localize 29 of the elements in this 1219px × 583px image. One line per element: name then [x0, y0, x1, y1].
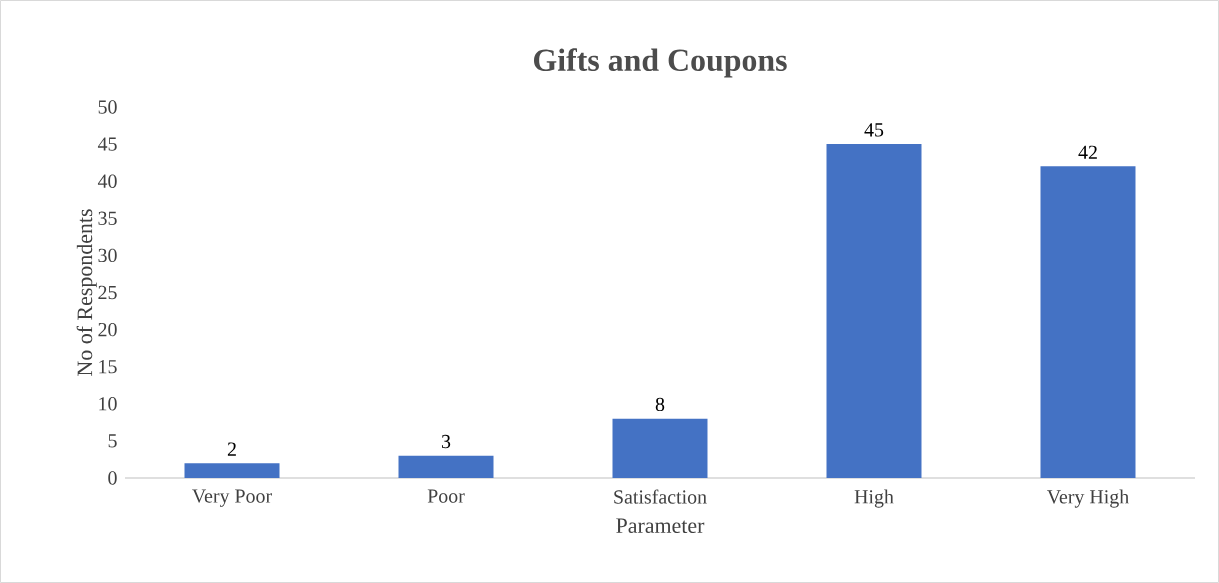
x-tick-label: Poor [427, 489, 465, 503]
bar [398, 455, 494, 478]
data-label: 2 [227, 442, 236, 456]
data-label: 3 [441, 434, 451, 449]
x-tick-label: Very High [1046, 489, 1129, 508]
y-tick-label: 35 [98, 211, 117, 225]
bar [1040, 166, 1136, 478]
data-label: 8 [655, 397, 665, 412]
y-tick-label: 50 [98, 100, 117, 114]
y-tick-label: 5 [108, 434, 117, 448]
bar [612, 418, 708, 478]
y-tick-label: 25 [98, 285, 117, 300]
x-tick-label: High [854, 489, 894, 508]
bar [826, 144, 922, 478]
x-tick-label: Satisfaction [614, 489, 707, 504]
bar [184, 463, 280, 478]
y-tick-label: 10 [99, 397, 117, 411]
y-tick-label: 30 [98, 248, 117, 263]
data-label: 45 [864, 123, 884, 137]
x-tick-label: Very Poor [192, 489, 272, 507]
y-axis-title: No of Respondents [76, 209, 97, 376]
data-label: 42 [1078, 145, 1097, 159]
y-tick-label: 40 [97, 174, 117, 188]
x-axis-title: Parameter [616, 518, 705, 534]
y-tick-label: 45 [97, 137, 117, 151]
y-tick-label: 0 [108, 471, 117, 485]
y-tick-label: 20 [98, 322, 117, 337]
y-tick-label: 15 [99, 360, 117, 374]
chart-title: Gifts and Coupons [533, 48, 787, 78]
